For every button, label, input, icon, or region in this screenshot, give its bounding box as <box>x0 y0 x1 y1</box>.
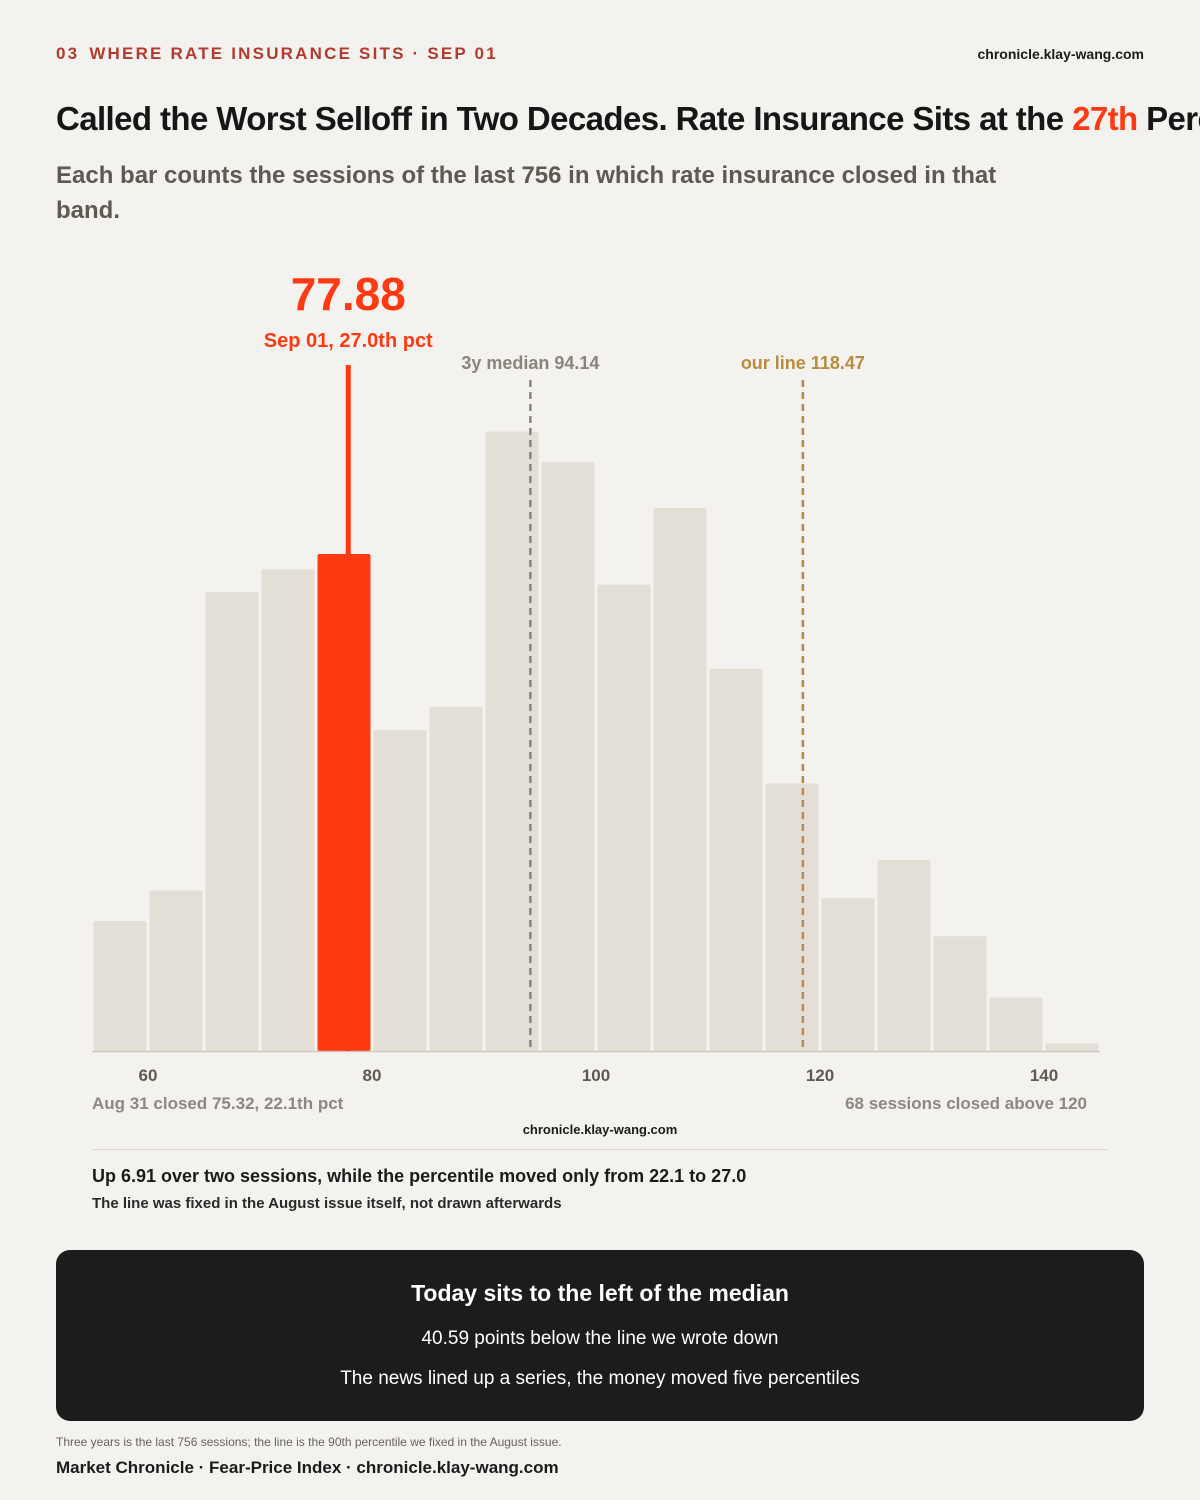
headline: Called the Worst Selloff in Two Decades.… <box>56 100 1200 138</box>
bars-group <box>93 431 1099 1051</box>
divider <box>92 1149 1108 1150</box>
footer: Market Chronicle · Fear-Price Index · ch… <box>56 1458 559 1477</box>
x-tick-120: 120 <box>806 1066 834 1085</box>
bar-110-115 <box>709 668 763 1051</box>
bar-135-140 <box>989 997 1043 1051</box>
callout-line-2: The news lined up a series, the money mo… <box>340 1368 860 1389</box>
headline-after: Percentile <box>1146 100 1200 137</box>
bar-120-125 <box>821 898 875 1051</box>
bar-55-60 <box>93 921 147 1051</box>
chart-watermark: chronicle.klay-wang.com <box>523 1122 678 1137</box>
headline-highlight: 27th <box>1072 100 1138 137</box>
bar-100-105 <box>597 584 651 1051</box>
x-tick-60: 60 <box>139 1066 158 1085</box>
x-tick-80: 80 <box>363 1066 382 1085</box>
bar-80-85 <box>373 729 427 1051</box>
bar-125-130 <box>877 859 931 1051</box>
bar-60-65 <box>149 890 203 1051</box>
our-line-label: our line 118.47 <box>741 353 865 373</box>
subtitle: Each bar counts the sessions of the last… <box>56 162 997 224</box>
bar-current-band <box>317 553 371 1051</box>
median-label: 3y median 94.14 <box>461 353 599 373</box>
x-tick-100: 100 <box>582 1066 610 1085</box>
bar-85-90 <box>429 706 483 1051</box>
bar-95-100 <box>541 462 595 1051</box>
footnote: Three years is the last 756 sessions; th… <box>56 1435 562 1449</box>
x-ticks-group: 60 80 100 120 140 <box>139 1066 1059 1085</box>
x-tick-140: 140 <box>1030 1066 1058 1085</box>
chart-footer-left: Aug 31 closed 75.32, 22.1th pct <box>92 1094 344 1113</box>
note-secondary: The line was fixed in the August issue i… <box>92 1195 562 1212</box>
bar-90-95 <box>485 431 539 1051</box>
histogram-chart: 60 80 100 120 140 3y median 94.14 our line 1… <box>92 268 1100 1137</box>
site-link[interactable]: chronicle.klay-wang.com <box>977 46 1145 62</box>
current-value: 77.88 <box>291 268 406 320</box>
headline-before: Called the Worst Selloff in Two Decades.… <box>56 100 1073 137</box>
bar-70-75 <box>261 569 315 1051</box>
bar-140-145 <box>1045 1043 1099 1051</box>
callout-title: Today sits to the left of the median <box>411 1280 789 1306</box>
current-label: Sep 01, 27.0th pct <box>264 330 433 352</box>
bar-105-110 <box>653 508 707 1051</box>
kicker-text: WHERE RATE INSURANCE SITS · SEP 01 <box>89 44 498 63</box>
note-primary: Up 6.91 over two sessions, while the per… <box>92 1166 747 1186</box>
section-number: 03 <box>56 44 80 63</box>
bar-115-120 <box>765 783 819 1051</box>
callout-box: Today sits to the left of the median 40.… <box>56 1250 1144 1421</box>
chart-footer-right: 68 sessions closed above 120 <box>845 1094 1087 1113</box>
bar-65-70 <box>205 592 259 1051</box>
callout-line-1: 40.59 points below the line we wrote dow… <box>421 1328 779 1349</box>
section-kicker: 03 WHERE RATE INSURANCE SITS · SEP 01 <box>56 44 498 64</box>
bar-130-135 <box>933 936 987 1051</box>
